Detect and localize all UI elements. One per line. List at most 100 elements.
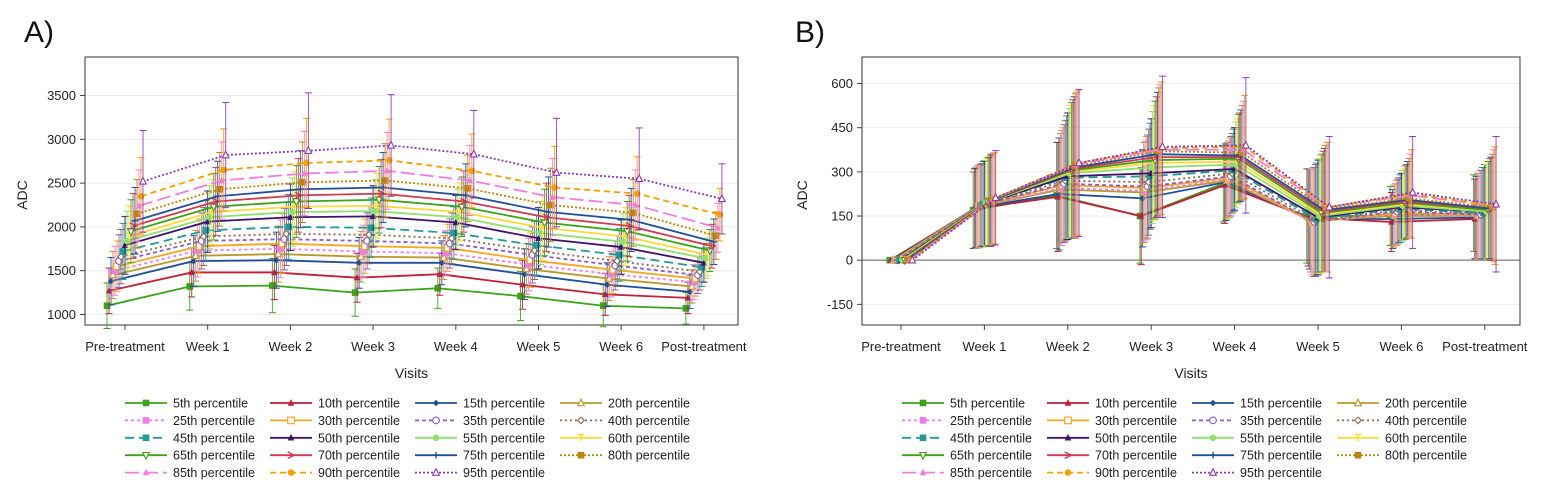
legend-label: 10th percentile bbox=[318, 397, 400, 411]
legend-label: 80th percentile bbox=[1385, 449, 1467, 463]
data-point bbox=[1325, 202, 1334, 211]
legend-item: 85th percentile bbox=[902, 466, 1032, 480]
x-tick-label: Post-treatment bbox=[1442, 339, 1528, 354]
legend-label: 95th percentile bbox=[1240, 466, 1322, 480]
data-point bbox=[542, 213, 552, 222]
legend-marker bbox=[918, 451, 928, 461]
legend-item: 25th percentile bbox=[125, 414, 255, 428]
series-line bbox=[126, 210, 707, 260]
series-95th bbox=[908, 75, 1501, 279]
legend-item: 30th percentile bbox=[270, 414, 400, 428]
data-point bbox=[381, 177, 389, 184]
data-point bbox=[991, 192, 1000, 202]
legend-marker bbox=[432, 451, 440, 459]
legend-label: 90th percentile bbox=[1095, 466, 1177, 480]
series-80th bbox=[133, 141, 720, 260]
legend-item: 80th percentile bbox=[1337, 449, 1467, 463]
series-line bbox=[110, 259, 690, 293]
legend-label: 60th percentile bbox=[608, 431, 690, 445]
legend-label: 5th percentile bbox=[173, 397, 248, 411]
x-tick-label: Post-treatment bbox=[661, 339, 747, 354]
data-point bbox=[464, 185, 472, 192]
legend-marker bbox=[1064, 399, 1072, 406]
data-point bbox=[1491, 199, 1501, 208]
legend-label: 45th percentile bbox=[950, 431, 1032, 445]
plot-area bbox=[861, 56, 1521, 326]
x-tick-label: Week 2 bbox=[1046, 339, 1090, 354]
data-point bbox=[294, 191, 304, 200]
x-tick-label: Week 4 bbox=[434, 339, 478, 354]
series-line bbox=[116, 242, 696, 280]
data-point bbox=[629, 209, 637, 217]
data-point bbox=[434, 284, 442, 292]
legend-label: 80th percentile bbox=[608, 449, 690, 463]
legend-label: 65th percentile bbox=[950, 449, 1032, 463]
data-point bbox=[351, 289, 359, 296]
legend-item: 95th percentile bbox=[415, 466, 545, 480]
data-point bbox=[277, 245, 284, 253]
legend: 5th percentile 10th percentile 15th percen… bbox=[902, 397, 1467, 480]
series-group bbox=[103, 92, 727, 330]
data-point bbox=[1074, 157, 1084, 167]
series-line bbox=[130, 198, 711, 252]
legend-marker bbox=[1209, 399, 1217, 407]
legend-item: 60th percentile bbox=[560, 431, 690, 445]
legend-item: 90th percentile bbox=[1047, 466, 1177, 480]
legend-item: 70th percentile bbox=[1047, 449, 1177, 463]
y-tick-label: 300 bbox=[831, 164, 853, 179]
legend-item: 40th percentile bbox=[560, 414, 690, 428]
data-point bbox=[194, 247, 201, 254]
legend-item: 35th percentile bbox=[1192, 414, 1322, 428]
series-line bbox=[136, 179, 717, 237]
x-tick-label: Week 5 bbox=[517, 339, 561, 354]
panel-label: A) bbox=[24, 16, 54, 49]
legend-item: 65th percentile bbox=[125, 449, 255, 463]
legend-item: 90th percentile bbox=[270, 466, 400, 480]
data-point bbox=[908, 255, 917, 264]
y-tick-label: 3500 bbox=[47, 88, 76, 103]
series-line bbox=[114, 247, 694, 283]
legend-marker bbox=[1064, 469, 1072, 476]
legend-item: 45th percentile bbox=[125, 431, 255, 445]
y-axis-title: ADC bbox=[794, 180, 810, 210]
data-point bbox=[190, 257, 197, 265]
legend-marker bbox=[287, 469, 295, 476]
legend-marker bbox=[287, 399, 295, 406]
x-axis-title: Visits bbox=[1174, 365, 1207, 381]
series-line bbox=[134, 186, 715, 243]
legend-marker bbox=[432, 434, 440, 442]
series-line bbox=[140, 159, 721, 216]
y-tick-label: 450 bbox=[831, 120, 853, 135]
series-line bbox=[911, 144, 1497, 261]
legend-item: 85th percentile bbox=[125, 466, 255, 480]
y-tick-label: 1000 bbox=[47, 307, 76, 322]
legend-marker bbox=[141, 451, 151, 461]
data-point bbox=[708, 242, 717, 251]
data-point bbox=[367, 224, 375, 232]
legend-marker bbox=[142, 434, 150, 442]
series-line bbox=[142, 144, 723, 200]
legend-label: 15th percentile bbox=[1240, 397, 1322, 411]
legend-marker bbox=[1209, 451, 1217, 459]
data-point bbox=[607, 270, 615, 278]
legend-label: 40th percentile bbox=[608, 414, 690, 428]
legend-label: 75th percentile bbox=[1240, 449, 1322, 463]
y-tick-label: 2500 bbox=[47, 176, 76, 191]
legend-label: 50th percentile bbox=[1095, 431, 1177, 445]
x-tick-label: Week 1 bbox=[962, 339, 1006, 354]
series-line bbox=[106, 284, 686, 310]
data-point bbox=[698, 263, 706, 271]
legend-item: 25th percentile bbox=[902, 414, 1032, 428]
data-point bbox=[1146, 172, 1154, 180]
data-point bbox=[299, 178, 306, 186]
series-line bbox=[910, 145, 1495, 261]
series-line bbox=[112, 253, 692, 288]
legend-marker bbox=[1208, 467, 1218, 476]
legend-label: 55th percentile bbox=[463, 431, 545, 445]
data-point bbox=[450, 229, 458, 237]
legend-marker bbox=[919, 417, 927, 424]
legend-marker bbox=[919, 434, 927, 442]
legend-label: 25th percentile bbox=[950, 414, 1032, 428]
data-point bbox=[552, 167, 561, 176]
x-tick-label: Pre-treatment bbox=[861, 339, 941, 354]
